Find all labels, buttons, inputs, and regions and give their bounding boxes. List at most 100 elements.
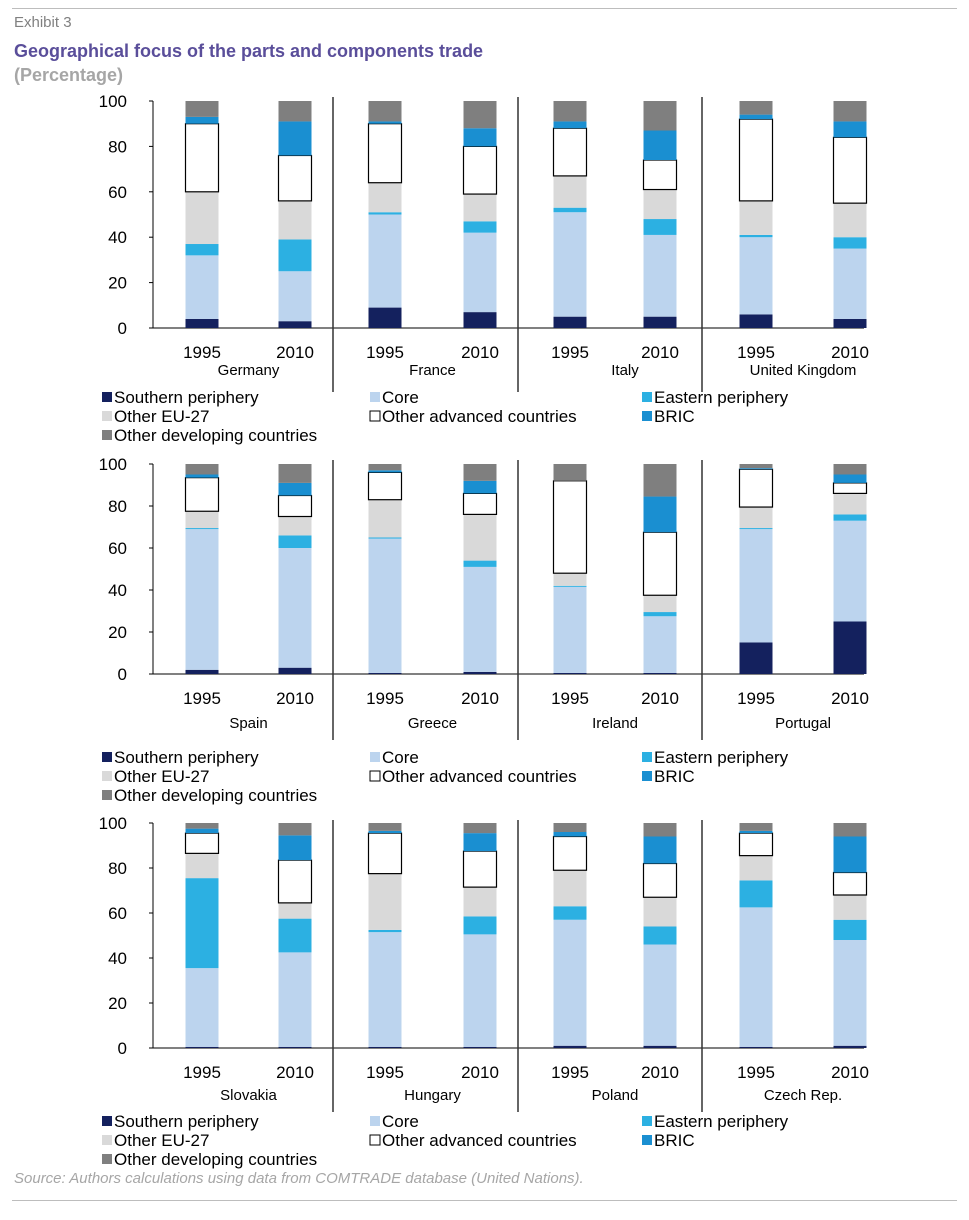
legend-swatch-other-eu-27: [102, 1135, 112, 1145]
bar-segment-united-kingdom-1995-other-developing-countries: [739, 101, 773, 115]
bar-segment-ireland-1995-other-eu-27: [553, 573, 587, 586]
bar-segment-united-kingdom-1995-core: [739, 237, 773, 315]
y-tick-label: 80: [108, 859, 127, 878]
x-year-label: 2010: [276, 689, 314, 708]
bar-segment-czech-rep-2010-eastern-periphery: [833, 919, 867, 940]
bar-segment-hungary-1995-other-advanced-countries: [367, 832, 403, 875]
bar-segment-ireland-2010-eastern-periphery: [643, 612, 677, 617]
x-year-label: 1995: [551, 343, 589, 362]
bar-segment-hungary-1995-bric: [368, 830, 402, 834]
bar-segment-czech-rep-1995-core: [739, 907, 773, 1047]
bar-segment-poland-1995-eastern-periphery: [553, 906, 587, 920]
bar-segment-germany-2010-other-developing-countries: [278, 101, 312, 122]
legend-label: Other EU-27: [114, 1131, 209, 1150]
bar-segment-germany-1995-other-developing-countries: [185, 101, 219, 117]
bar-segment-portugal-1995-core: [739, 529, 773, 643]
legend-label: Eastern periphery: [654, 1112, 789, 1131]
bar-segment-united-kingdom-1995-southern-periphery: [739, 314, 773, 328]
bar-segment-france-1995-other-eu-27: [368, 182, 402, 213]
bar-segment-slovakia-1995-eastern-periphery: [185, 878, 219, 969]
x-year-label: 2010: [276, 1063, 314, 1082]
bar-segment-czech-rep-1995-other-eu-27: [739, 855, 773, 881]
bar-segment-ireland-2010-bric: [643, 496, 677, 533]
bar-segment-slovakia-2010-southern-periphery: [278, 1046, 312, 1048]
bar-segment-slovakia-1995-core: [185, 968, 219, 1047]
bar-segment-spain-1995-other-developing-countries: [185, 464, 219, 475]
legend-label: Core: [382, 748, 419, 767]
y-tick-label: 60: [108, 183, 127, 202]
x-year-label: 2010: [641, 689, 679, 708]
bar-segment-germany-1995-southern-periphery: [185, 318, 219, 328]
bar-segment-spain-2010-other-advanced-countries: [277, 494, 313, 518]
legend-swatch-southern-periphery: [102, 752, 112, 762]
legend-label: BRIC: [654, 1131, 695, 1150]
bar-segment-poland-1995-core: [553, 919, 587, 1046]
country-label: Czech Rep.: [764, 1087, 842, 1104]
legend-label: BRIC: [654, 767, 695, 786]
bar-segment-italy-1995-other-advanced-countries: [552, 127, 588, 177]
bar-segment-spain-2010-southern-periphery: [278, 667, 312, 674]
bar-segment-slovakia-2010-bric: [278, 835, 312, 861]
legend-swatch-other-advanced-countries: [369, 770, 381, 782]
y-tick-label: 20: [108, 994, 127, 1013]
bar-segment-greece-1995-core: [368, 538, 402, 673]
legend-label: Core: [382, 388, 419, 407]
bar-segment-portugal-2010-other-eu-27: [833, 493, 867, 515]
bar-segment-greece-2010-eastern-periphery: [463, 560, 497, 567]
bar-segment-greece-1995-other-developing-countries: [368, 464, 402, 471]
country-label: France: [409, 362, 456, 379]
y-tick-label: 100: [99, 814, 127, 833]
bar-segment-united-kingdom-1995-bric: [739, 114, 773, 120]
legend-swatch-other-eu-27: [102, 411, 112, 421]
bar-segment-portugal-1995-eastern-periphery: [739, 528, 773, 530]
bar-segment-poland-2010-southern-periphery: [643, 1045, 677, 1048]
x-year-label: 1995: [737, 689, 775, 708]
bar-segment-slovakia-1995-other-eu-27: [185, 853, 219, 879]
x-year-label: 1995: [366, 1063, 404, 1082]
bar-segment-hungary-1995-other-developing-countries: [368, 823, 402, 831]
chart-title: Geographical focus of the parts and comp…: [14, 41, 484, 61]
bar-segment-france-2010-southern-periphery: [463, 312, 497, 328]
bar-segment-ireland-2010-core: [643, 616, 677, 673]
legend-swatch-bric: [642, 411, 652, 421]
bar-segment-united-kingdom-2010-core: [833, 248, 867, 319]
bar-segment-greece-1995-southern-periphery: [368, 672, 402, 674]
bar-segment-italy-2010-other-advanced-countries: [642, 159, 678, 191]
bar-segment-greece-2010-core: [463, 566, 497, 672]
bar-segment-greece-1995-eastern-periphery: [368, 537, 402, 539]
country-label: Poland: [592, 1087, 639, 1104]
bar-segment-poland-2010-eastern-periphery: [643, 926, 677, 945]
legend-label: Other advanced countries: [382, 407, 577, 426]
y-tick-label: 0: [118, 319, 127, 338]
bar-segment-germany-1995-other-advanced-countries: [184, 123, 220, 193]
legend-swatch-southern-periphery: [102, 392, 112, 402]
legend-label: Core: [382, 1112, 419, 1131]
bar-segment-greece-2010-other-developing-countries: [463, 464, 497, 481]
bottom-rule: [12, 1200, 957, 1201]
bar-segment-ireland-1995-eastern-periphery: [553, 585, 587, 587]
y-tick-label: 60: [108, 904, 127, 923]
bar-segment-czech-rep-1995-southern-periphery: [739, 1046, 773, 1048]
bar-segment-germany-2010-bric: [278, 121, 312, 156]
legend-swatch-bric: [642, 771, 652, 781]
bar-segment-czech-rep-1995-bric: [739, 830, 773, 834]
y-tick-label: 0: [118, 665, 127, 684]
bar-segment-hungary-2010-other-eu-27: [463, 887, 497, 917]
legend-label: Southern periphery: [114, 388, 259, 407]
bar-segment-portugal-1995-other-eu-27: [739, 507, 773, 529]
legend-swatch-other-advanced-countries: [369, 410, 381, 422]
bar-segment-france-2010-other-advanced-countries: [462, 145, 498, 195]
bar-segment-germany-2010-eastern-periphery: [278, 239, 312, 272]
legend-label: Other developing countries: [114, 1150, 317, 1169]
bar-segment-greece-1995-other-eu-27: [368, 499, 402, 538]
x-year-label: 2010: [831, 689, 869, 708]
y-tick-label: 40: [108, 581, 127, 600]
y-tick-label: 100: [99, 455, 127, 474]
bar-segment-hungary-2010-other-advanced-countries: [462, 850, 498, 888]
x-year-label: 2010: [641, 1063, 679, 1082]
bar-segment-portugal-2010-southern-periphery: [833, 621, 867, 674]
bar-segment-greece-1995-other-advanced-countries: [367, 471, 403, 501]
bar-segment-italy-2010-bric: [643, 130, 677, 161]
chart-subtitle: (Percentage): [14, 65, 124, 85]
